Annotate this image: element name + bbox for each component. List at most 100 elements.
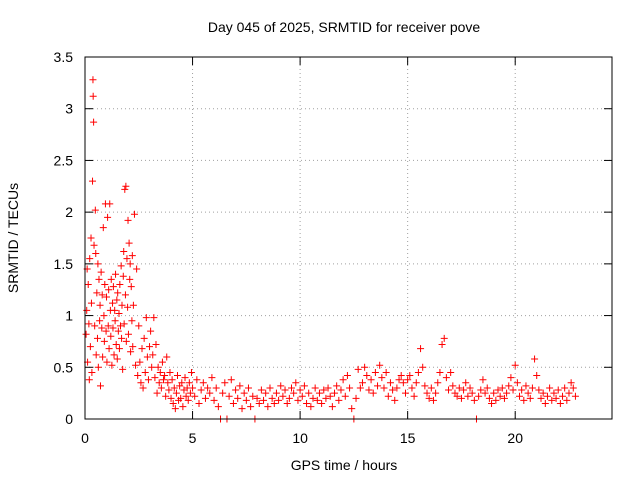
x-tick-label: 20: [507, 430, 523, 446]
data-point: [483, 384, 491, 392]
data-point: [122, 337, 130, 345]
data-point: [376, 361, 384, 369]
data-point: [404, 376, 412, 384]
data-point: [119, 365, 127, 373]
data-point: [391, 396, 399, 404]
data-point: [260, 396, 268, 404]
data-point: [125, 239, 133, 247]
data-point: [466, 384, 474, 392]
data-point: [402, 389, 410, 397]
data-point: [182, 392, 190, 400]
data-point: [104, 213, 112, 221]
data-point: [93, 289, 101, 297]
data-point: [369, 389, 377, 397]
data-point: [96, 301, 104, 309]
data-point: [318, 399, 326, 407]
data-point: [152, 341, 160, 349]
data-points: [82, 76, 579, 423]
data-point: [412, 379, 420, 387]
data-point: [541, 399, 549, 407]
data-point: [442, 374, 450, 382]
data-point: [108, 361, 116, 369]
data-point: [136, 358, 144, 366]
data-point: [179, 403, 187, 411]
data-point: [156, 368, 164, 376]
y-tick-label: 3: [65, 101, 73, 117]
data-point: [429, 396, 437, 404]
data-point: [268, 394, 276, 402]
data-point: [498, 384, 506, 392]
data-point: [101, 281, 109, 289]
data-point: [320, 386, 328, 394]
data-point: [395, 376, 403, 384]
data-point: [165, 386, 173, 394]
data-point: [492, 396, 500, 404]
chart-title: Day 045 of 2025, SRMTID for receiver pov…: [208, 19, 481, 35]
data-point: [109, 283, 117, 291]
data-point: [563, 396, 571, 404]
data-point: [105, 345, 113, 353]
data-point: [117, 262, 125, 270]
data-point: [204, 384, 212, 392]
data-point: [408, 384, 416, 392]
data-point: [546, 384, 554, 392]
data-point: [567, 379, 575, 387]
data-point: [468, 389, 476, 397]
data-point: [112, 341, 120, 349]
data-point: [552, 394, 560, 402]
data-point: [386, 379, 394, 387]
data-point: [169, 399, 177, 407]
data-point: [142, 314, 150, 322]
axis-ticks: 0 0.5 1 1.5 2 2.5 3 3.5 0 5 10 15 20: [54, 49, 612, 446]
data-point: [210, 396, 218, 404]
data-point: [139, 384, 147, 392]
data-point: [134, 372, 142, 380]
data-point: [367, 376, 375, 384]
data-point: [539, 389, 547, 397]
data-point: [298, 392, 306, 400]
data-point: [524, 389, 532, 397]
data-point: [460, 386, 468, 394]
data-point: [146, 343, 154, 351]
data-point: [114, 327, 122, 335]
data-point: [102, 327, 110, 335]
data-point: [116, 322, 124, 330]
data-point: [90, 241, 98, 249]
data-point: [140, 334, 148, 342]
data-point: [427, 384, 435, 392]
data-point: [111, 306, 119, 314]
x-tick-label: 0: [81, 430, 89, 446]
data-point: [440, 334, 448, 342]
data-point: [86, 255, 94, 263]
data-point: [107, 332, 115, 340]
data-point: [89, 92, 97, 100]
data-point: [99, 353, 107, 361]
data-point: [272, 389, 280, 397]
data-point: [341, 392, 349, 400]
data-point: [113, 296, 121, 304]
y-axis-label: SRMTID / TECUs: [5, 183, 21, 293]
data-point: [315, 389, 323, 397]
data-point: [92, 351, 100, 359]
data-point: [535, 386, 543, 394]
data-point: [172, 389, 180, 397]
data-point: [144, 376, 152, 384]
data-point: [141, 368, 149, 376]
data-point: [115, 310, 123, 318]
data-point: [275, 396, 283, 404]
data-point: [104, 322, 112, 330]
data-point: [124, 303, 132, 311]
data-point: [199, 379, 207, 387]
data-point: [507, 374, 515, 382]
data-point: [86, 343, 94, 351]
data-point: [417, 345, 425, 353]
data-point: [85, 376, 93, 384]
data-point: [457, 394, 465, 402]
data-point: [382, 368, 390, 376]
x-axis-label: GPS time / hours: [291, 457, 398, 473]
data-point: [94, 260, 102, 268]
data-point: [89, 177, 97, 185]
data-point: [399, 379, 407, 387]
data-point: [255, 399, 263, 407]
